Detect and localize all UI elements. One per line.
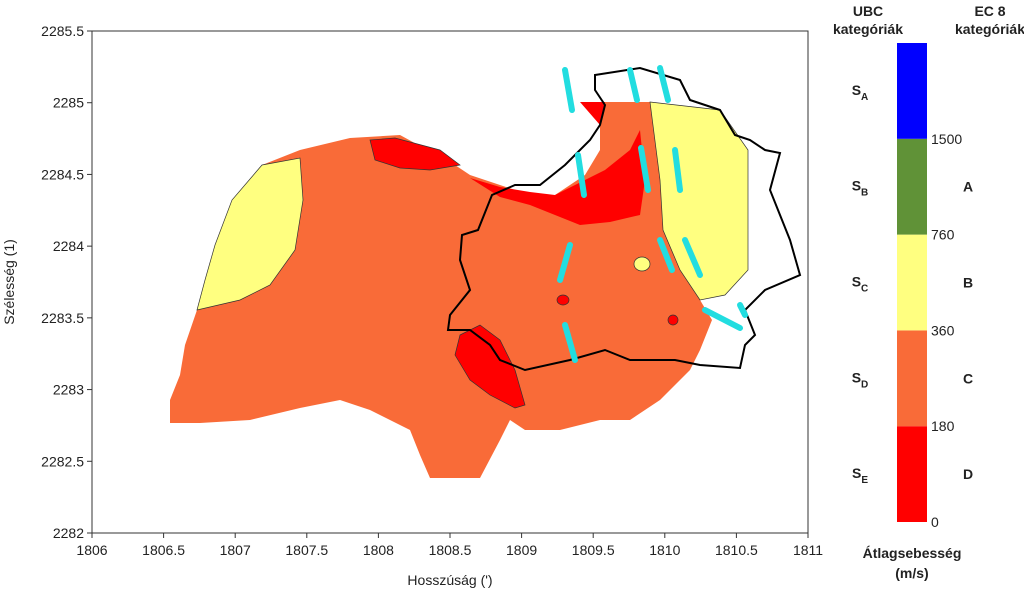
- zone-d: [454, 324, 526, 409]
- y-tick-label: 2283: [53, 382, 84, 398]
- colorbar-level-label: 0: [931, 514, 939, 530]
- zone-d: [667, 314, 679, 326]
- zone-b: [633, 256, 651, 272]
- y-tick-label: 2284.5: [41, 166, 84, 182]
- ec8-category: A: [963, 179, 973, 195]
- colorbar-title: Átlagsebesség: [863, 545, 962, 561]
- colorbar-level-label: 1500: [931, 131, 962, 147]
- colorbar-level-label: 360: [931, 322, 955, 338]
- y-tick-label: 2284: [53, 238, 84, 254]
- y-tick-label: 2283.5: [41, 310, 84, 326]
- ubc-title: UBC: [853, 3, 883, 19]
- ubc-subscript: C: [861, 284, 868, 295]
- x-tick-label: 1809.5: [572, 542, 615, 558]
- ec8-category: D: [963, 466, 973, 482]
- x-tick-label: 1808.5: [429, 542, 472, 558]
- x-tick-label: 1808: [363, 542, 394, 558]
- x-tick-label: 1810.5: [715, 542, 758, 558]
- ec8-title: EC 8: [974, 3, 1005, 19]
- ubc-category: SC: [852, 274, 869, 295]
- ubc-letter: S: [852, 82, 861, 98]
- ec8-title: kategóriák: [955, 21, 1024, 37]
- colorbar-band: [897, 426, 927, 522]
- zone-d: [369, 137, 461, 171]
- ubc-letter: S: [852, 274, 861, 290]
- x-axis-label: Hosszúság ('): [407, 572, 492, 588]
- ubc-category: SD: [852, 369, 869, 390]
- ubc-category: SB: [852, 178, 869, 199]
- x-tick-label: 1810: [649, 542, 680, 558]
- x-tick-label: 1809: [506, 542, 537, 558]
- fault-lines: [557, 65, 748, 363]
- ec8-category: C: [963, 370, 973, 386]
- ubc-subscript: A: [861, 92, 868, 103]
- ubc-letter: S: [852, 178, 861, 194]
- map-shapes: [170, 65, 802, 478]
- ubc-subscript: E: [861, 475, 868, 486]
- y-tick-label: 2282: [53, 525, 84, 541]
- y-tick-label: 2285: [53, 95, 84, 111]
- x-tick-label: 1811: [793, 542, 823, 558]
- colorbar-band: [897, 330, 927, 427]
- ubc-letter: S: [852, 369, 861, 385]
- colorbar-band: [897, 138, 927, 235]
- ubc-category: SA: [852, 82, 869, 103]
- ec8-category: B: [963, 275, 973, 291]
- zone-b: [196, 157, 304, 311]
- colorbar-level-label: 760: [931, 227, 955, 243]
- colorbar-level-label: 180: [931, 418, 955, 434]
- zone-d: [556, 294, 570, 306]
- colorbar-band: [897, 43, 927, 139]
- zone-d: [580, 102, 605, 125]
- x-tick-label: 1807: [220, 542, 251, 558]
- x-tick-label: 1806.5: [142, 542, 185, 558]
- ubc-category: SE: [852, 465, 868, 486]
- x-tick-label: 1806: [76, 542, 107, 558]
- ubc-title: kategóriák: [833, 21, 903, 37]
- ubc-letter: S: [852, 465, 861, 481]
- ubc-subscript: D: [861, 379, 868, 390]
- zone-d: [470, 130, 645, 225]
- x-tick-label: 1807.5: [285, 542, 328, 558]
- city-border: [446, 66, 802, 372]
- y-tick-label: 2282.5: [41, 453, 84, 469]
- y-tick-label: 2285.5: [41, 23, 84, 39]
- colorbar-band: [897, 234, 927, 331]
- colorbar-unit: (m/s): [895, 565, 928, 581]
- y-axis-label: Szélesség (1): [1, 239, 17, 325]
- ubc-subscript: B: [861, 188, 868, 199]
